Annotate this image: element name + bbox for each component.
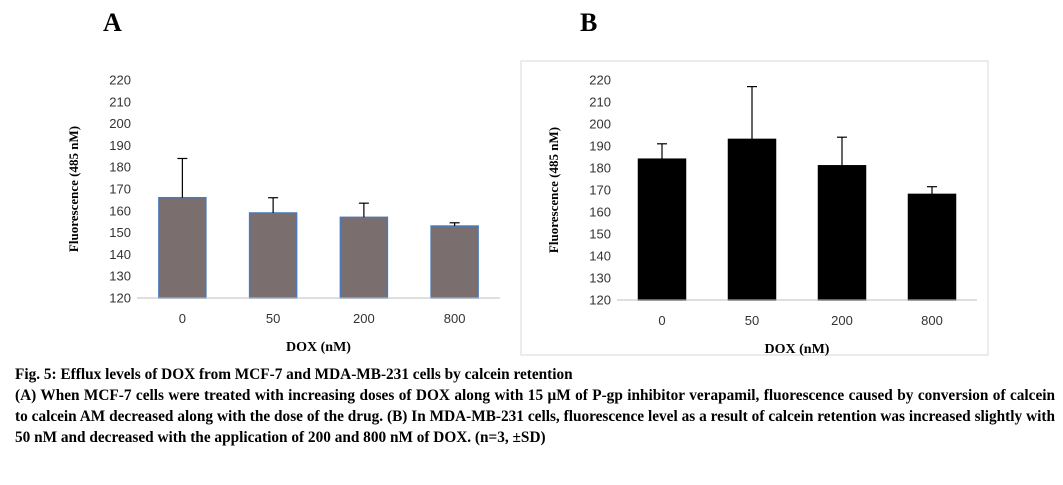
panel-label-a: A	[103, 8, 122, 37]
y-tick-label: 120	[589, 293, 611, 308]
bar-50	[727, 138, 777, 301]
y-tick-label: 190	[589, 139, 611, 154]
y-tick-label: 180	[589, 161, 611, 176]
bar-800	[430, 225, 479, 299]
y-tick-label: 150	[589, 227, 611, 242]
chart-a: 120 130 140 150 160 170 180 190 200 210 220 0 50 200 8…	[66, 73, 500, 355]
bar-0	[158, 196, 207, 299]
panel-label-b: B	[580, 8, 598, 37]
x-tick-label: 50	[745, 313, 759, 328]
y-axis-title: Fluorescence (485 nM)	[66, 126, 81, 252]
x-tick-label: 0	[658, 313, 665, 328]
chart-frame	[520, 60, 989, 356]
bar-0	[637, 158, 687, 301]
x-tick-label: 0	[179, 311, 186, 326]
bar-800	[907, 193, 957, 301]
y-tick-label: 170	[589, 183, 611, 198]
y-tick-label: 170	[109, 182, 131, 197]
y-tick-label: 210	[109, 94, 131, 109]
y-tick-label: 130	[109, 269, 131, 284]
y-axis-title: Fluorescence (485 nM)	[546, 127, 561, 253]
y-tick-label: 190	[109, 138, 131, 153]
y-tick-label: 200	[109, 116, 131, 131]
x-tick-label: 50	[266, 311, 280, 326]
y-tick-label: 200	[589, 117, 611, 132]
bar-50	[248, 212, 298, 299]
bar-200	[817, 165, 867, 301]
y-tick-label: 180	[109, 160, 131, 175]
y-tick-label: 150	[109, 225, 131, 240]
bar-200	[339, 216, 389, 299]
x-axis-title: DOX (nM)	[286, 340, 351, 355]
figure-caption: Fig. 5: Efflux levels of DOX from MCF-7 …	[15, 364, 1055, 448]
x-tick-label: 800	[444, 311, 466, 326]
y-tick-label: 140	[109, 247, 131, 262]
x-tick-label: 800	[921, 313, 943, 328]
chart-b: 120 130 140 150 160 170 180 190 200 210 220 0 50 200 8…	[520, 60, 989, 357]
y-tick-label: 220	[589, 73, 611, 88]
y-tick-label: 160	[109, 203, 131, 218]
x-axis-title: DOX (nM)	[765, 342, 830, 357]
y-tick-label: 220	[109, 73, 131, 88]
x-tick-label: 200	[353, 311, 375, 326]
caption-title: Fig. 5: Efflux levels of DOX from MCF-7 …	[15, 366, 573, 383]
caption-body: (A) When MCF-7 cells were treated with i…	[15, 387, 1055, 446]
y-tick-label: 130	[589, 271, 611, 286]
x-tick-label: 200	[831, 313, 853, 328]
y-tick-label: 140	[589, 249, 611, 264]
y-tick-label: 210	[589, 95, 611, 110]
y-tick-label: 160	[589, 205, 611, 220]
y-tick-label: 120	[109, 291, 131, 306]
